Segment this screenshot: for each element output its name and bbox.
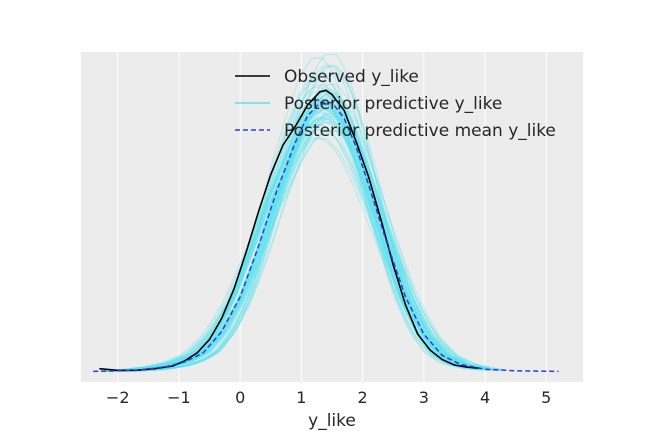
ppc-sample-line xyxy=(103,104,472,372)
x-tick-label: 0 xyxy=(235,388,245,407)
ppc-sample-line xyxy=(110,103,503,372)
mean-series-line xyxy=(93,101,559,373)
x-tick-labels: −2 −1 0 1 2 3 4 5 xyxy=(106,388,551,407)
x-tick-label: 4 xyxy=(480,388,490,407)
ppc-sample-line xyxy=(102,98,500,372)
ppc-sample-line xyxy=(133,97,477,371)
x-axis-label: y_like xyxy=(308,411,356,431)
ppc-sample-line xyxy=(99,118,482,372)
x-tick-label: −2 xyxy=(106,388,130,407)
ppc-sample-line xyxy=(125,90,475,371)
x-tick-label: 2 xyxy=(358,388,368,407)
ppc-sample-line xyxy=(125,138,493,371)
ppc-sample-line xyxy=(119,73,463,372)
x-tick-label: 5 xyxy=(541,388,551,407)
ppc-sample-line xyxy=(122,65,479,372)
ppc-sample-line xyxy=(132,93,462,372)
ppc-sample-line xyxy=(110,66,475,372)
ppc-sample-line xyxy=(125,89,475,372)
ppc-sample-line xyxy=(106,113,504,372)
x-tick-label: 1 xyxy=(296,388,306,407)
ppc-sample-line xyxy=(122,102,488,371)
ppc-sample-line xyxy=(130,124,495,371)
ppc-sample-line xyxy=(125,80,484,372)
legend: Observed y_like Posterior predictive y_li… xyxy=(235,67,556,141)
ppc-sample-line xyxy=(135,107,471,370)
x-tick-label: 3 xyxy=(419,388,429,407)
ppc-sample-line xyxy=(105,128,492,371)
ppc-sample-line xyxy=(102,108,475,372)
ppc-sample-line xyxy=(113,137,489,371)
ppc-sample-line xyxy=(135,87,469,371)
legend-label: Posterior predictive y_like xyxy=(284,94,502,114)
ppc-sample-line xyxy=(116,109,499,371)
legend-label: Posterior predictive mean y_like xyxy=(284,121,556,141)
observed-series-line xyxy=(99,89,479,372)
ppc-sample-line xyxy=(125,120,485,371)
ppc-sample-line xyxy=(131,91,465,372)
ppc-sample-line xyxy=(128,111,476,372)
ppc-sample-line xyxy=(127,102,483,371)
ppc-sample-line xyxy=(116,98,491,372)
grid-lines xyxy=(117,52,547,382)
ppc-sample-line xyxy=(129,92,477,372)
ppc-sample-line xyxy=(102,73,488,372)
ppc-sample-line xyxy=(104,117,480,372)
ppc-sample-line xyxy=(116,64,483,372)
legend-label: Observed y_like xyxy=(284,67,419,87)
ppc-sample-line xyxy=(101,129,480,372)
x-tick-label: −1 xyxy=(167,388,191,407)
series-lines xyxy=(93,89,559,373)
plot-area xyxy=(81,52,583,382)
ppc-sample-line xyxy=(111,120,503,372)
ppc-sample-line xyxy=(135,95,488,371)
ppc-sample-line xyxy=(127,102,491,371)
ppc-sample-line xyxy=(114,93,470,372)
